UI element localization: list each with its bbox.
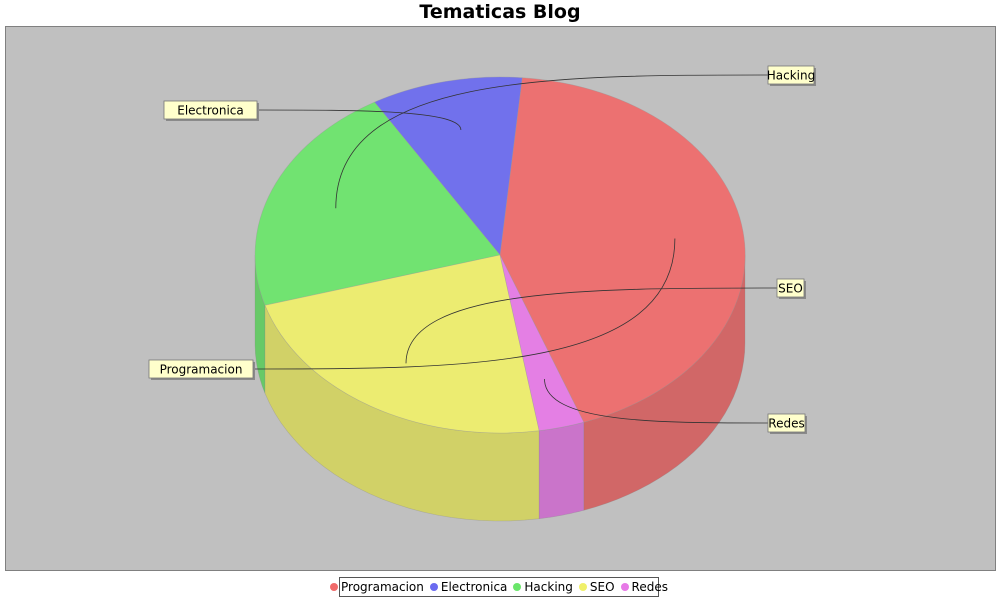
legend-label: Electronica	[440, 580, 508, 594]
pie-slice-seo[interactable]	[264, 254, 540, 434]
legend-swatch	[578, 583, 587, 591]
pie-side-redes	[538, 421, 585, 520]
slice-label-redes: Redes	[768, 417, 804, 431]
legend-item-electronica: Electronica	[429, 580, 508, 594]
slice-label-electronica: Electronica	[177, 104, 244, 118]
legend-item-hacking: Hacking	[513, 580, 573, 594]
label-leader-programacion	[252, 238, 676, 370]
legend: Programacion Electronica Hacking SEO Redes	[330, 577, 668, 597]
legend-swatch	[620, 583, 629, 591]
label-leader-electronica	[256, 109, 462, 131]
slice-label-seo: SEO	[778, 282, 803, 296]
legend-item-redes: Redes	[620, 580, 668, 594]
label-leader-seo	[405, 287, 778, 364]
pie-slice-programacion[interactable]	[499, 77, 746, 423]
label-box-hacking	[767, 65, 815, 85]
legend-label: SEO	[589, 580, 615, 594]
label-box-seo	[776, 278, 805, 298]
label-leader-redes	[544, 378, 769, 424]
label-box-electronica	[163, 100, 258, 120]
legend-item-programacion: Programacion	[330, 580, 424, 594]
legend-swatch	[429, 583, 438, 591]
slice-label-programacion: Programacion	[160, 363, 243, 377]
label-box-redes	[767, 413, 806, 433]
legend-swatch	[330, 583, 339, 591]
legend-item-seo: SEO	[578, 580, 615, 594]
label-box-programacion	[148, 359, 254, 379]
legend-swatch	[513, 583, 522, 591]
legend-label: Redes	[631, 580, 668, 594]
pie-slice-hacking[interactable]	[254, 101, 501, 306]
legend-label: Hacking	[524, 580, 573, 594]
label-leader-hacking	[335, 74, 769, 209]
pie-slice-electronica[interactable]	[374, 76, 523, 256]
slice-label-hacking: Hacking	[767, 69, 815, 83]
legend-label: Programacion	[341, 580, 424, 594]
pie-slice-redes[interactable]	[499, 254, 585, 432]
chart-title: Tematicas Blog	[419, 1, 581, 23]
